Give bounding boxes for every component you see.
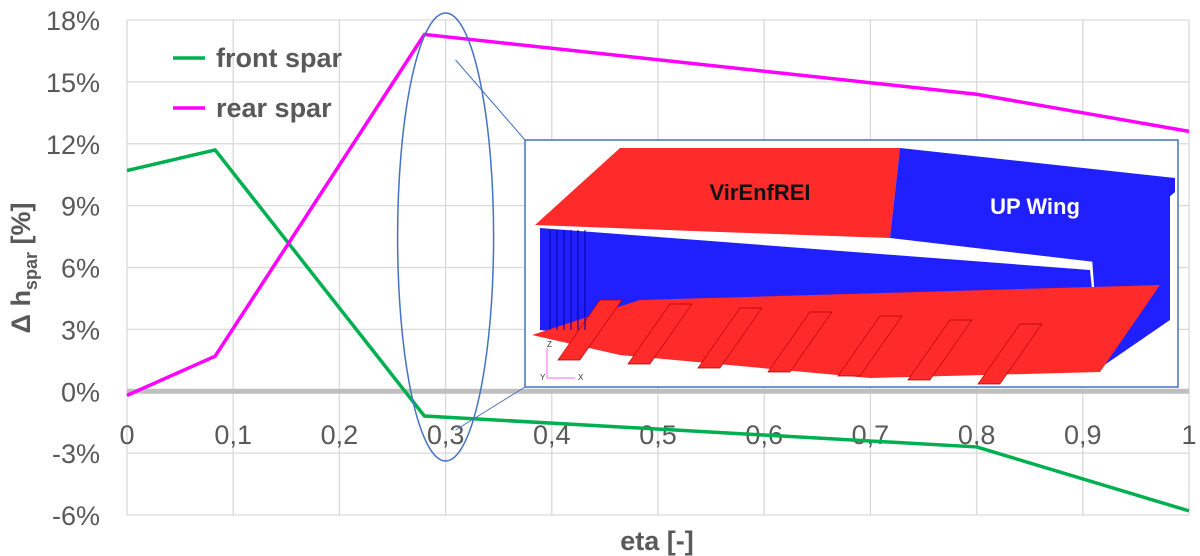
x-axis-label: eta [-]: [620, 526, 694, 556]
inset-wing-image: VirEnfREI UP Wing Z Y X: [396, 12, 1179, 462]
stringer: [697, 307, 763, 369]
stringer: [767, 311, 833, 373]
upper-skin-upwing: [890, 148, 1175, 262]
y-axis-label: Δ hspar [%]: [6, 203, 41, 334]
series-line-front-spar: [126, 148, 1190, 513]
legend-label: rear spar: [216, 93, 332, 123]
x-tick-label: 0,9: [1064, 420, 1102, 450]
triad-label: X: [578, 373, 584, 382]
y-tick-label: -3%: [52, 439, 100, 469]
x-tick-label: 0,2: [321, 420, 359, 450]
y-tick-label: 18%: [46, 6, 100, 36]
legend-label: front spar: [216, 43, 343, 73]
upper-skin-virenfrei: [535, 148, 900, 238]
x-tick-labels: 0 0,1 0,2 0,3 0,4 0,5 0,6 0,7 0,8 0,9 1: [119, 420, 1196, 450]
x-tick-label: 0: [119, 420, 134, 450]
stringer: [907, 319, 973, 381]
y-tick-label: 0%: [61, 377, 100, 407]
label-virenfrei: VirEnfREI: [709, 180, 810, 205]
x-tick-label: 0,7: [852, 420, 890, 450]
connector-line: [455, 386, 526, 431]
triad-label: Y: [540, 373, 546, 382]
x-tick-label: 1: [1181, 420, 1196, 450]
x-tick-label: 0,1: [214, 420, 252, 450]
y-tick-labels: -6% -3% 0% 3% 6% 9% 12% 15% 18%: [46, 6, 100, 531]
x-tick-label: 0,5: [639, 420, 677, 450]
y-tick-label: 15%: [46, 68, 100, 98]
stringer: [977, 323, 1043, 385]
stringer: [837, 315, 903, 377]
y-tick-label: 12%: [46, 130, 100, 160]
legend: front spar rear spar: [173, 43, 343, 123]
stringer: [557, 299, 623, 361]
stringer: [627, 303, 693, 365]
y-tick-label: 9%: [61, 192, 100, 222]
connector-line: [455, 59, 526, 141]
triad-label: Z: [547, 340, 552, 349]
x-tick-label: 0,3: [427, 420, 465, 450]
y-tick-label: 3%: [61, 315, 100, 345]
label-up-wing: UP Wing: [990, 194, 1080, 219]
y-tick-label: 6%: [61, 254, 100, 284]
highlight-ellipse: [396, 12, 495, 462]
y-tick-label: -6%: [52, 501, 100, 531]
